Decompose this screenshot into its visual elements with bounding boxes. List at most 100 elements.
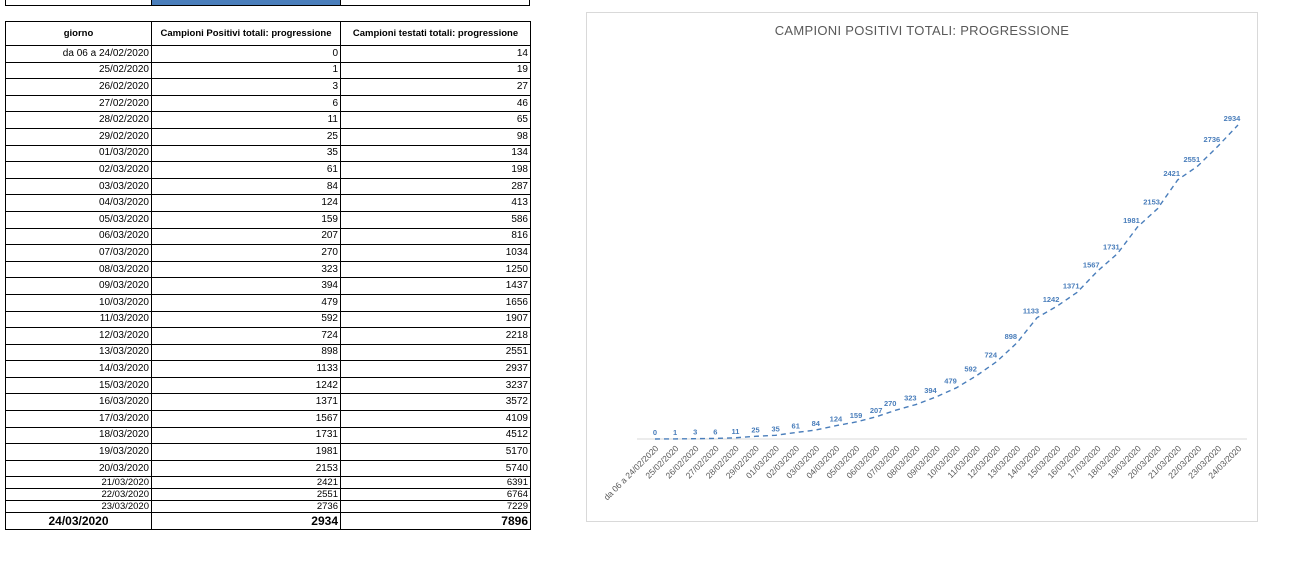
table-body: da 06 a 24/02/2020 0 14 25/02/2020 1 19 26/02/…	[5, 45, 531, 531]
cell-day: 27/02/2020	[5, 94, 152, 113]
cell-tested: 413	[340, 194, 531, 212]
data-label: 124	[830, 415, 843, 424]
data-label: 25	[751, 425, 759, 434]
cell-positive: 61	[151, 161, 341, 179]
cell-tested: 1656	[340, 293, 531, 312]
top-strip-cell-highlight	[151, 0, 340, 6]
table-row: 15/03/2020 1242 3237	[5, 376, 531, 395]
cell-day: 14/03/2020	[5, 360, 152, 378]
cell-day: da 06 a 24/02/2020	[5, 45, 152, 63]
table-row: 25/02/2020 1 19	[5, 61, 531, 80]
cell-tested: 46	[340, 94, 531, 113]
cell-tested: 1907	[340, 310, 531, 329]
cell-positive: 2421	[151, 476, 341, 490]
cell-positive: 394	[151, 277, 341, 295]
cell-tested: 7229	[340, 500, 531, 514]
table-row: 09/03/2020 394 1437	[5, 277, 531, 295]
top-strip-cell	[340, 0, 530, 6]
header-tested: Campioni testati totali: progressione	[340, 21, 531, 46]
cell-tested: 134	[340, 144, 531, 163]
data-label: 1731	[1103, 243, 1120, 252]
data-label: 1242	[1043, 295, 1060, 304]
cell-positive: 724	[151, 327, 341, 345]
cell-tested: 2551	[340, 343, 531, 362]
data-label: 61	[792, 421, 800, 430]
cell-day: 11/03/2020	[5, 310, 152, 329]
cell-positive: 2736	[151, 500, 341, 514]
table-row: 03/03/2020 84 287	[5, 177, 531, 196]
cell-positive: 2153	[151, 459, 341, 478]
data-label: 207	[870, 406, 883, 415]
cell-tested: 4512	[340, 426, 531, 445]
table-row: 20/03/2020 2153 5740	[5, 459, 531, 478]
cell-positive: 592	[151, 310, 341, 329]
data-label: 3	[693, 428, 697, 437]
table-row: 18/03/2020 1731 4512	[5, 426, 531, 445]
cell-positive: 6	[151, 94, 341, 113]
data-label: 1981	[1123, 216, 1140, 225]
cell-tested: 14	[340, 45, 531, 63]
cell-tested: 2218	[340, 327, 531, 345]
cell-day: 26/02/2020	[5, 78, 152, 96]
table-row: 11/03/2020 592 1907	[5, 310, 531, 329]
table-row: 29/02/2020 25 98	[5, 127, 531, 146]
table-row: 22/03/2020 2551 6764	[5, 488, 531, 502]
data-label: 2736	[1204, 135, 1221, 144]
table-row: 21/03/2020 2421 6391	[5, 476, 531, 490]
cell-tested: 19	[340, 61, 531, 80]
cell-tested: 7896	[340, 512, 531, 531]
cell-day: 07/03/2020	[5, 244, 152, 262]
cell-day: 05/03/2020	[5, 210, 152, 229]
cell-positive: 25	[151, 127, 341, 146]
table-row: 07/03/2020 270 1034	[5, 244, 531, 262]
cell-day: 04/03/2020	[5, 194, 152, 212]
cell-day: 03/03/2020	[5, 177, 152, 196]
cell-day: 18/03/2020	[5, 426, 152, 445]
cell-tested: 6391	[340, 476, 531, 490]
data-label: 6	[713, 427, 717, 436]
cell-tested: 5170	[340, 443, 531, 461]
cell-day: 01/03/2020	[5, 144, 152, 163]
cell-day: 29/02/2020	[5, 127, 152, 146]
data-label: 1371	[1063, 281, 1080, 290]
table-row: da 06 a 24/02/2020 0 14	[5, 45, 531, 63]
data-label: 2934	[1224, 114, 1242, 123]
cell-tested: 5740	[340, 459, 531, 478]
cell-positive: 11	[151, 111, 341, 129]
cell-day: 12/03/2020	[5, 327, 152, 345]
cell-tested: 1034	[340, 244, 531, 262]
cell-positive: 479	[151, 293, 341, 312]
cell-positive: 898	[151, 343, 341, 362]
cell-positive: 1731	[151, 426, 341, 445]
cell-day: 19/03/2020	[5, 443, 152, 461]
data-label: 2551	[1183, 155, 1200, 164]
cell-positive: 2934	[151, 512, 341, 531]
table-row: 17/03/2020 1567 4109	[5, 410, 531, 428]
line-chart: CAMPIONI POSITIVI TOTALI: PROGRESSIONE 0…	[602, 23, 1247, 502]
cell-day: 08/03/2020	[5, 260, 152, 279]
table-row: 01/03/2020 35 134	[5, 144, 531, 163]
cell-tested: 3237	[340, 376, 531, 395]
cell-tested: 98	[340, 127, 531, 146]
data-label: 2153	[1143, 198, 1160, 207]
cell-day: 21/03/2020	[5, 476, 152, 490]
cell-day: 17/03/2020	[5, 410, 152, 428]
cell-tested: 2937	[340, 360, 531, 378]
cell-positive: 270	[151, 244, 341, 262]
cell-tested: 586	[340, 210, 531, 229]
data-table: giorno Campioni Positivi totali: progres…	[5, 21, 531, 531]
data-label: 270	[884, 399, 897, 408]
cell-positive: 323	[151, 260, 341, 279]
chart-title: CAMPIONI POSITIVI TOTALI: PROGRESSIONE	[775, 23, 1070, 38]
table-row: 08/03/2020 323 1250	[5, 260, 531, 279]
table-row: 16/03/2020 1371 3572	[5, 393, 531, 412]
cell-day: 16/03/2020	[5, 393, 152, 412]
cell-positive: 35	[151, 144, 341, 163]
cell-tested: 65	[340, 111, 531, 129]
cell-tested: 816	[340, 227, 531, 246]
cell-tested: 1250	[340, 260, 531, 279]
header-positive: Campioni Positivi totali: progressione	[151, 21, 341, 46]
table-row: 19/03/2020 1981 5170	[5, 443, 531, 461]
table-row: 06/03/2020 207 816	[5, 227, 531, 246]
cell-positive: 124	[151, 194, 341, 212]
